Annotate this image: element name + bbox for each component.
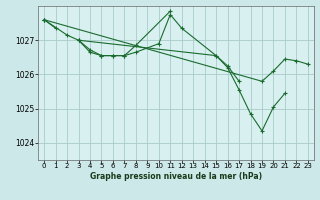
X-axis label: Graphe pression niveau de la mer (hPa): Graphe pression niveau de la mer (hPa) bbox=[90, 172, 262, 181]
